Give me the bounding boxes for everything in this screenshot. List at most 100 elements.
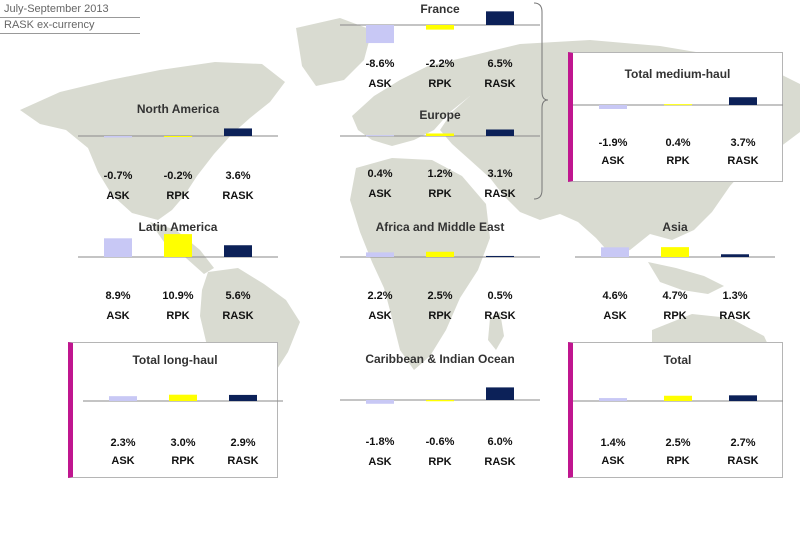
europe-value-ask: 0.4% xyxy=(367,168,393,180)
europe-value-rask: 3.1% xyxy=(487,168,513,180)
north-america-value-ask: -0.7% xyxy=(103,170,133,182)
caribbean-indian-ocean-label-ask: ASK xyxy=(368,456,392,468)
total-medium-haul-chart xyxy=(573,97,783,109)
total-label-ask: ASK xyxy=(601,455,625,467)
panel-latin-america: Latin America 8.9% ASK 10.9% RPK 5.6% RASK xyxy=(78,218,278,326)
latin-america-label-ask: ASK xyxy=(106,310,130,322)
total-medium-haul-value-rask: 3.7% xyxy=(730,137,756,149)
caribbean-indian-ocean-title: Caribbean & Indian Ocean xyxy=(365,352,515,366)
latin-america-bar-rpk xyxy=(164,234,192,257)
africa-and-middle-east-chart xyxy=(340,251,540,258)
africa-and-middle-east-bar-rpk xyxy=(426,251,454,257)
france-title: France xyxy=(420,2,460,16)
total-long-haul-bar-rask xyxy=(229,394,257,401)
north-america-bar-ask xyxy=(104,136,132,138)
north-america-chart xyxy=(78,128,278,138)
france-value-rask: 6.5% xyxy=(487,58,513,70)
caribbean-indian-ocean-value-rpk: -0.6% xyxy=(425,436,455,448)
total-medium-haul-label-ask: ASK xyxy=(601,155,625,167)
panel-europe: Europe 0.4% ASK 1.2% RPK 3.1% RASK xyxy=(340,106,540,204)
caribbean-indian-ocean-chart xyxy=(340,387,540,404)
madagascar-landmass xyxy=(488,312,504,350)
caribbean-indian-ocean-bar-rask xyxy=(486,387,514,400)
total-long-haul-bar-rpk xyxy=(169,394,197,401)
europe-label-rpk: RPK xyxy=(428,188,452,200)
period-label: July-September 2013 xyxy=(4,3,109,15)
total-long-haul-chart xyxy=(83,394,283,402)
north-america-value-rask: 3.6% xyxy=(225,170,251,182)
total-medium-haul-bar-ask xyxy=(599,105,627,109)
subtitle-label: RASK ex-currency xyxy=(4,19,95,31)
asia-label-ask: ASK xyxy=(603,310,627,322)
europe-landmass xyxy=(352,58,480,146)
total-value-ask: 1.4% xyxy=(600,437,626,449)
africa-and-middle-east-bar-rask xyxy=(486,255,514,257)
total-title: Total xyxy=(663,353,692,367)
latin-america-chart xyxy=(78,234,278,258)
europe-label-rask: RASK xyxy=(484,188,516,200)
total-long-haul-title: Total long-haul xyxy=(132,353,218,367)
total-long-haul-value-rask: 2.9% xyxy=(230,437,256,449)
africa-and-middle-east-label-rpk: RPK xyxy=(428,310,452,322)
latin-america-bar-ask xyxy=(104,238,132,257)
total-medium-haul-bar-rask xyxy=(729,97,757,105)
asia-label-rask: RASK xyxy=(719,310,751,322)
total-bar-ask xyxy=(599,398,627,401)
north-america-landmass xyxy=(20,62,285,220)
latin-america-value-ask: 8.9% xyxy=(105,290,131,302)
france-bar-rpk xyxy=(426,25,454,30)
total-medium-haul-bar-rpk xyxy=(664,104,692,106)
africa-and-middle-east-label-ask: ASK xyxy=(368,310,392,322)
caribbean-indian-ocean-value-rask: 6.0% xyxy=(487,436,513,448)
latin-america-label-rpk: RPK xyxy=(166,310,190,322)
total-label-rask: RASK xyxy=(727,455,759,467)
latin-america-bar-rask xyxy=(224,245,252,257)
total-medium-haul-title: Total medium-haul xyxy=(624,67,731,81)
france-bar-ask xyxy=(366,25,394,44)
total-chart xyxy=(573,395,783,402)
africa-landmass xyxy=(350,158,490,370)
caribbean-indian-ocean-bar-ask xyxy=(366,400,394,404)
africa-and-middle-east-value-rask: 0.5% xyxy=(487,290,513,302)
caribbean-indian-ocean-label-rpk: RPK xyxy=(428,456,452,468)
france-label-rpk: RPK xyxy=(428,78,452,90)
total-value-rask: 2.7% xyxy=(730,437,756,449)
europe-bar-rpk xyxy=(426,133,454,136)
total-long-haul-label-rpk: RPK xyxy=(171,455,195,467)
asia-bar-rpk xyxy=(661,247,689,257)
total-long-haul-label-ask: ASK xyxy=(111,455,135,467)
total-medium-haul-label-rpk: RPK xyxy=(666,155,690,167)
total-value-rpk: 2.5% xyxy=(665,437,691,449)
europe-title: Europe xyxy=(419,108,461,122)
total-bar-rpk xyxy=(664,395,692,401)
asia-value-rask: 1.3% xyxy=(722,290,748,302)
europe-bar-ask xyxy=(366,135,394,137)
france-value-rpk: -2.2% xyxy=(425,58,455,70)
north-america-bar-rask xyxy=(224,128,252,136)
france-label-ask: ASK xyxy=(368,78,392,90)
asia-value-rpk: 4.7% xyxy=(662,290,688,302)
europe-bar-rask xyxy=(486,129,514,136)
asia-label-rpk: RPK xyxy=(663,310,687,322)
asia-bar-ask xyxy=(601,247,629,257)
asia-bar-rask xyxy=(721,254,749,257)
total-bar-rask xyxy=(729,395,757,401)
panel-france: France -8.6% ASK -2.2% RPK 6.5% RASK xyxy=(340,0,540,96)
north-america-label-rask: RASK xyxy=(222,190,254,202)
north-america-label-ask: ASK xyxy=(106,190,130,202)
north-america-value-rpk: -0.2% xyxy=(163,170,193,182)
total-long-haul-label-rask: RASK xyxy=(227,455,259,467)
africa-and-middle-east-value-ask: 2.2% xyxy=(367,290,393,302)
asia-chart xyxy=(575,247,775,258)
latin-america-label-rask: RASK xyxy=(222,310,254,322)
subtitle-divider xyxy=(0,33,140,34)
total-medium-haul-label-rask: RASK xyxy=(727,155,759,167)
latin-america-title: Latin America xyxy=(138,220,218,234)
africa-and-middle-east-value-rpk: 2.5% xyxy=(427,290,453,302)
panel-total-long-haul: Total long-haul 2.3% ASK 3.0% RPK 2.9% RASK xyxy=(68,342,283,478)
greenland-landmass xyxy=(296,18,372,86)
north-america-label-rpk: RPK xyxy=(166,190,190,202)
latin-america-value-rpk: 10.9% xyxy=(162,290,194,302)
total-long-haul-value-ask: 2.3% xyxy=(110,437,136,449)
caribbean-indian-ocean-value-ask: -1.8% xyxy=(365,436,395,448)
